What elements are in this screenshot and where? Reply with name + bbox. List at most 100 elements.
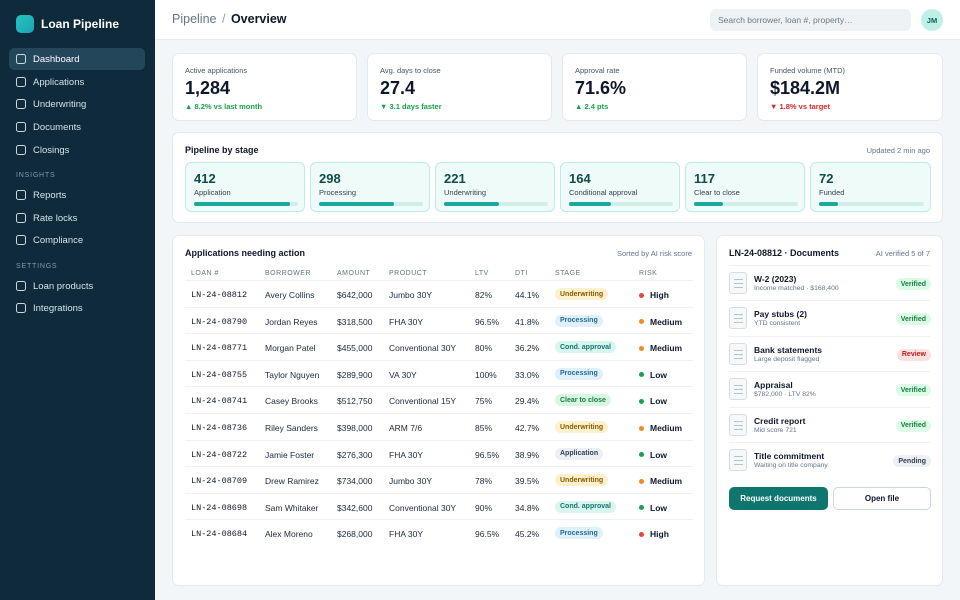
risk-dot-icon bbox=[639, 478, 644, 484]
loan-number: LN-24-08684 bbox=[191, 529, 248, 540]
kpi-delta: ▲ 8.2% vs last month bbox=[185, 102, 263, 111]
stage-progress-track bbox=[444, 202, 548, 206]
risk-indicator: Medium bbox=[639, 343, 682, 353]
document-item[interactable]: Pay stubs (2) YTD consistent Verified bbox=[729, 300, 931, 335]
brand[interactable]: Loan Pipeline bbox=[0, 0, 155, 48]
sidebar-item-compliance[interactable]: Compliance bbox=[9, 229, 145, 251]
table-row[interactable]: LN-24-08741 Casey Brooks $512,750 Conventio… bbox=[185, 386, 693, 413]
dti-value: 39.5% bbox=[515, 476, 540, 487]
stage-card-conditional-approval[interactable]: 164 Conditional approval bbox=[560, 162, 680, 212]
stage-progress-track bbox=[819, 202, 924, 206]
document-icon bbox=[729, 307, 747, 330]
document-item[interactable]: Appraisal $782,000 · LTV 82% Verified bbox=[729, 371, 931, 406]
stage-progress-fill bbox=[694, 202, 724, 206]
table-row[interactable]: LN-24-08709 Drew Ramirez $734,000 Jumbo 30Y… bbox=[185, 466, 693, 493]
stage-card-clear-to-close[interactable]: 117 Clear to close bbox=[685, 162, 805, 212]
table-row[interactable]: LN-24-08684 Alex Moreno $268,000 FHA 30Y 96.… bbox=[185, 519, 693, 546]
stage-badge: Clear to close bbox=[555, 394, 611, 407]
breadcrumb-parent[interactable]: Pipeline bbox=[172, 12, 217, 26]
request-documents-button[interactable]: Request documents bbox=[729, 487, 828, 510]
loan-product: Conventional 30Y bbox=[389, 343, 457, 354]
dti-value: 41.8% bbox=[515, 316, 540, 327]
dti-value: 29.4% bbox=[515, 396, 540, 407]
stage-progress-fill bbox=[319, 202, 394, 206]
kpi-label: Active applications bbox=[185, 66, 248, 75]
sidebar-item-documents[interactable]: Documents bbox=[9, 116, 145, 138]
sidebar-item-label: Loan products bbox=[33, 280, 94, 292]
sidebar-item-label: Integrations bbox=[33, 302, 83, 314]
stage-badge: Underwriting bbox=[555, 474, 609, 487]
table-row[interactable]: LN-24-08698 Sam Whitaker $342,600 Conventio… bbox=[185, 492, 693, 520]
document-item[interactable]: W-2 (2023) Income matched · $168,400 Verif… bbox=[729, 265, 931, 300]
column-header-loan: LOAN # bbox=[191, 270, 219, 277]
stage-count: 117 bbox=[694, 171, 715, 186]
sidebar-item-closings[interactable]: Closings bbox=[9, 139, 145, 161]
sidebar-item-reports[interactable]: Reports bbox=[9, 184, 145, 206]
risk-indicator: Low bbox=[639, 370, 667, 380]
risk-indicator: Medium bbox=[639, 476, 682, 486]
document-detail: Mid score 721 bbox=[754, 426, 797, 434]
table-row[interactable]: LN-24-08790 Jordan Reyes $318,500 FHA 30Y 96… bbox=[185, 306, 693, 334]
avatar[interactable]: JM bbox=[921, 9, 943, 31]
search-input[interactable]: Search borrower, loan #, property… bbox=[710, 9, 911, 31]
table-row[interactable]: LN-24-08771 Morgan Patel $455,000 Conventio… bbox=[185, 333, 693, 360]
stage-progress-track bbox=[194, 202, 298, 206]
sidebar-item-applications[interactable]: Applications bbox=[9, 71, 145, 93]
sort-label[interactable]: Sorted by AI risk score bbox=[616, 249, 692, 258]
column-header-risk: RISK bbox=[639, 270, 658, 277]
open-file-button[interactable]: Open file bbox=[833, 487, 931, 510]
kpi-card-active-applications: Active applications 1,284 ▲ 8.2% vs last… bbox=[172, 53, 357, 121]
sidebar-item-loan-products[interactable]: Loan products bbox=[9, 275, 145, 297]
table-row[interactable]: LN-24-08722 Jamie Foster $276,300 FHA 30Y 96… bbox=[185, 439, 693, 467]
dti-value: 44.1% bbox=[515, 290, 540, 300]
stage-card-application[interactable]: 412 Application bbox=[185, 162, 305, 212]
kpi-delta: ▼ 3.1 days faster bbox=[380, 102, 442, 111]
kpi-value: 27.4 bbox=[380, 78, 416, 98]
table-row[interactable]: LN-24-08755 Taylor Nguyen $289,900 VA 30Y 10… bbox=[185, 359, 693, 387]
document-detail: $782,000 · LTV 82% bbox=[754, 391, 816, 399]
stage-card-underwriting[interactable]: 221 Underwriting bbox=[435, 162, 555, 212]
risk-indicator: Low bbox=[639, 503, 667, 513]
breadcrumb-separator: / bbox=[221, 12, 226, 26]
stage-label: Funded bbox=[819, 188, 845, 197]
document-item[interactable]: Bank statements Large deposit flagged Revi… bbox=[729, 335, 931, 371]
ai-verified-status: AI verified 5 of 7 bbox=[875, 249, 930, 258]
loan-product: VA 30Y bbox=[389, 369, 417, 380]
status-badge: Review bbox=[896, 348, 931, 361]
loan-number: LN-24-08755 bbox=[191, 369, 248, 380]
document-icon bbox=[729, 272, 747, 294]
checkbox-square-icon bbox=[16, 145, 26, 155]
table-row[interactable]: LN-24-08812 Avery Collins $642,000 Jumbo 30… bbox=[185, 280, 693, 307]
loan-number: LN-24-08741 bbox=[191, 396, 248, 407]
sidebar-section-insights: INSIGHTS bbox=[16, 172, 56, 179]
breadcrumb: Pipeline / Overview bbox=[172, 12, 287, 26]
stage-count: 221 bbox=[444, 171, 466, 186]
stage-progress-fill bbox=[194, 202, 290, 206]
sidebar-item-integrations[interactable]: Integrations bbox=[9, 297, 145, 319]
pipeline-title: Pipeline by stage bbox=[185, 145, 259, 155]
document-item[interactable]: Credit report Mid score 721 Verified bbox=[729, 406, 931, 442]
stage-badge: Processing bbox=[555, 367, 603, 380]
loan-product: ARM 7/6 bbox=[389, 423, 423, 433]
risk-label: Medium bbox=[650, 316, 683, 327]
document-item[interactable]: Title commitment Waiting on title company… bbox=[729, 442, 931, 477]
stage-card-funded[interactable]: 72 Funded bbox=[810, 162, 931, 212]
stage-progress-track bbox=[319, 202, 423, 206]
borrower-name: Alex Moreno bbox=[265, 529, 313, 540]
table-row[interactable]: LN-24-08736 Riley Sanders $398,000 ARM 7/6 8… bbox=[185, 413, 693, 440]
document-icon bbox=[729, 449, 747, 471]
checkbox-square-icon bbox=[16, 190, 26, 200]
loan-product: Conventional 30Y bbox=[389, 502, 457, 513]
loan-number: LN-24-08812 bbox=[191, 290, 248, 300]
loan-product: FHA 30Y bbox=[389, 316, 424, 327]
risk-dot-icon bbox=[639, 425, 644, 431]
loan-number: LN-24-08736 bbox=[191, 423, 248, 433]
sidebar-item-dashboard[interactable]: Dashboard bbox=[9, 48, 145, 70]
stage-card-processing[interactable]: 298 Processing bbox=[310, 162, 430, 212]
sidebar-item-underwriting[interactable]: Underwriting bbox=[9, 93, 145, 115]
sidebar-item-rate-locks[interactable]: Rate locks bbox=[9, 207, 145, 229]
sidebar-item-label: Dashboard bbox=[33, 53, 80, 65]
pipeline-updated: Updated 2 min ago bbox=[866, 146, 930, 155]
risk-label: Low bbox=[650, 369, 667, 380]
status-badge: Verified bbox=[895, 384, 931, 397]
